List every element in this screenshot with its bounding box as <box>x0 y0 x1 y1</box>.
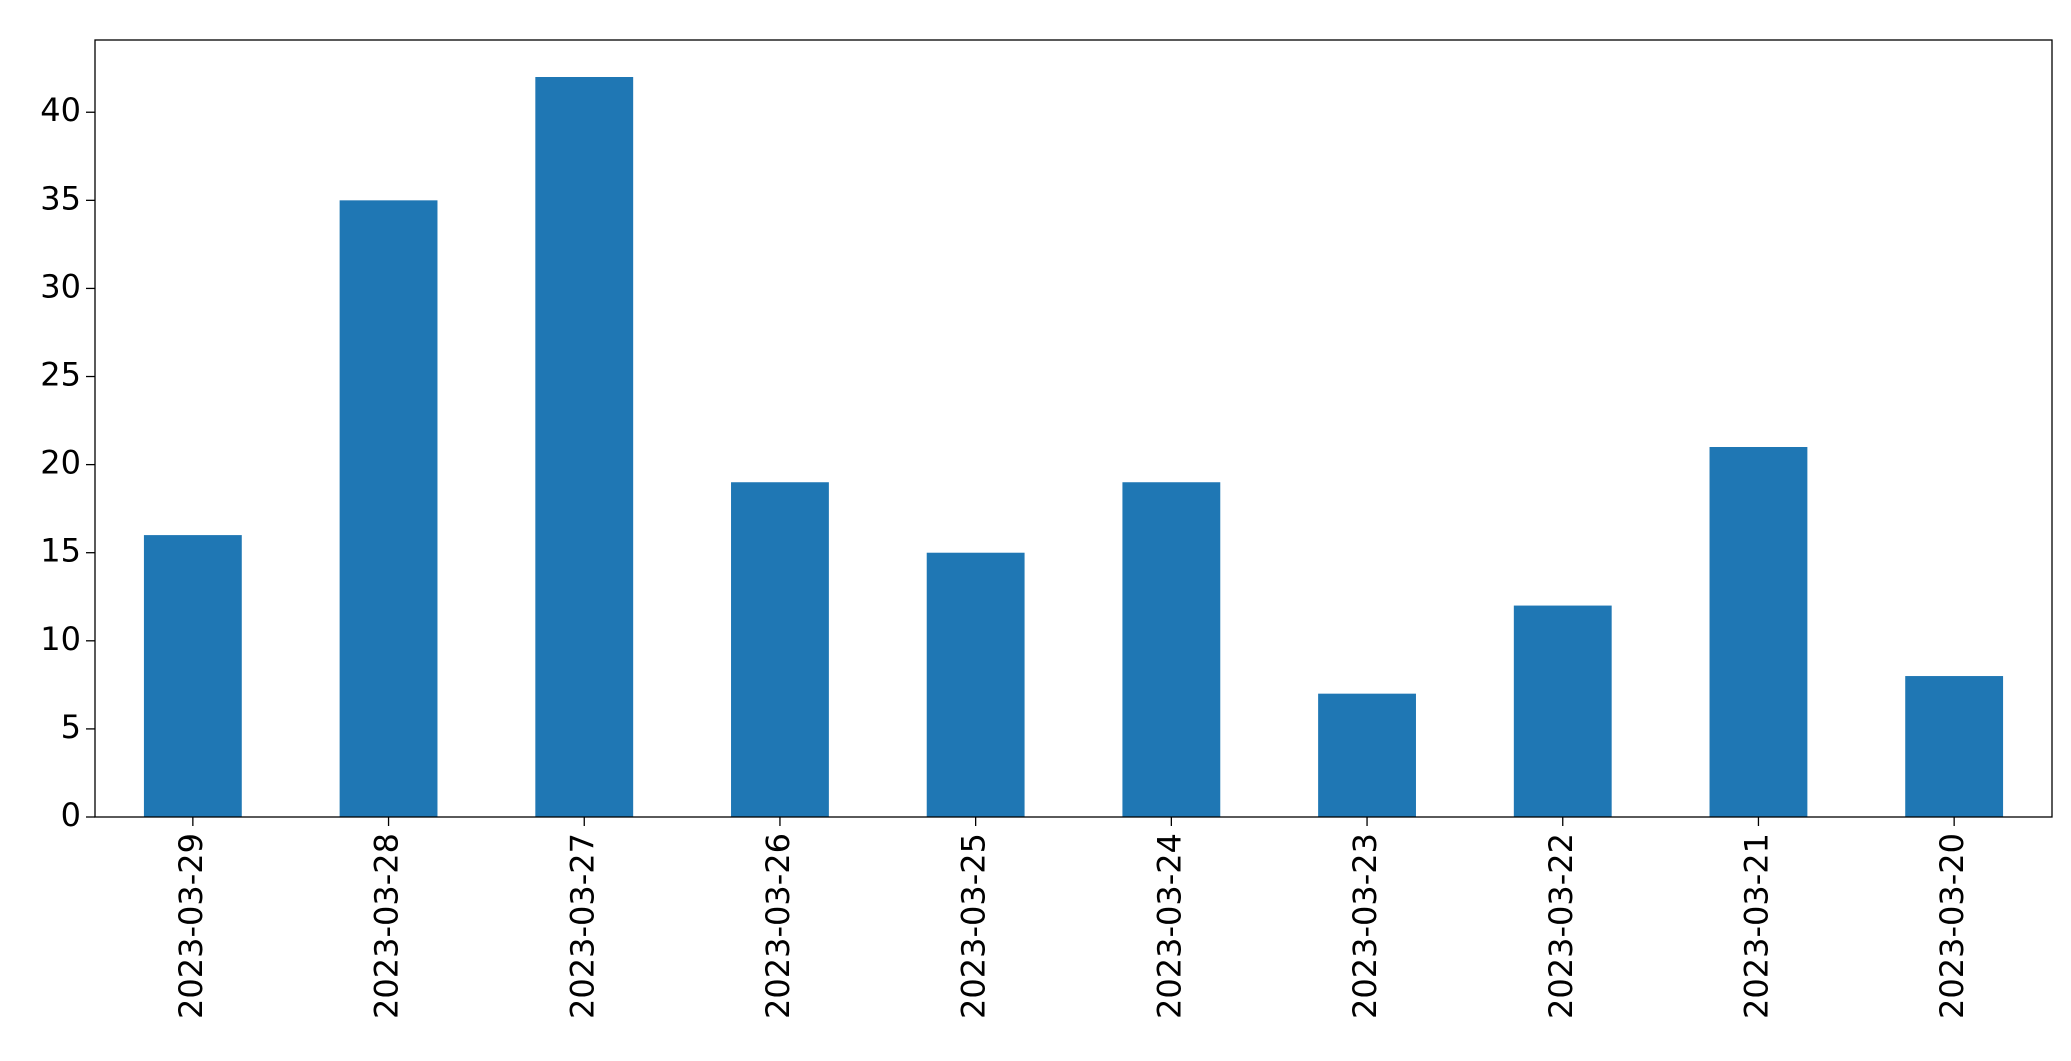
y-tick-label: 5 <box>61 708 81 746</box>
x-tick-label: 2023-03-21 <box>1737 833 1775 1019</box>
bar <box>731 482 829 817</box>
x-tick-label: 2023-03-23 <box>1346 833 1384 1019</box>
bar <box>1709 447 1808 817</box>
y-tick-label: 20 <box>40 444 81 482</box>
y-tick-label: 0 <box>61 796 81 834</box>
x-tick-label: 2023-03-28 <box>368 833 406 1019</box>
x-tick-label: 2023-03-27 <box>563 833 601 1019</box>
bar <box>1122 482 1221 817</box>
y-tick-label: 30 <box>40 267 81 305</box>
x-tick-label: 2023-03-29 <box>172 833 210 1019</box>
bar <box>926 552 1025 817</box>
y-tick-label: 35 <box>40 179 81 217</box>
x-tick-label: 2023-03-26 <box>759 833 797 1019</box>
y-tick-label: 10 <box>40 620 81 658</box>
x-tick-label: 2023-03-25 <box>955 833 993 1019</box>
bar <box>1318 693 1416 817</box>
bar <box>143 535 242 817</box>
x-tick-label: 2023-03-22 <box>1542 833 1580 1019</box>
bar <box>535 77 634 817</box>
x-tick-label: 2023-03-24 <box>1150 833 1188 1019</box>
y-tick-label: 15 <box>40 532 81 570</box>
y-tick-label: 40 <box>40 91 81 129</box>
x-tick-label: 2023-03-20 <box>1933 833 1971 1019</box>
bar <box>1513 605 1612 817</box>
bar <box>1905 676 2004 817</box>
bar <box>339 200 438 818</box>
plot-frame <box>94 39 2053 818</box>
y-tick-label: 25 <box>40 356 81 394</box>
